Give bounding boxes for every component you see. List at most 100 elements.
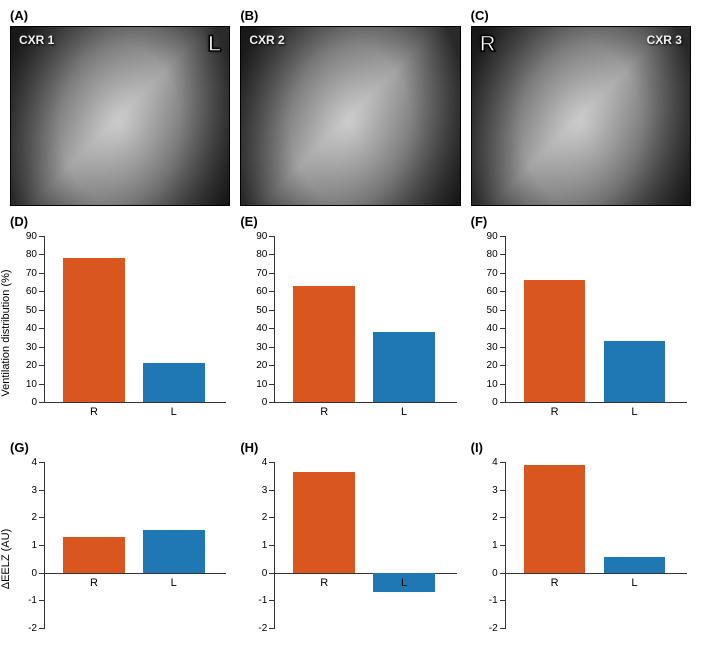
- y-tick-label: 10: [26, 379, 37, 390]
- y-tick-label: 60: [256, 286, 267, 297]
- y-tick: 70: [269, 273, 275, 274]
- y-tick-label: 40: [256, 323, 267, 334]
- category-label: R: [293, 577, 355, 589]
- plot-area: 0102030405060708090RL: [274, 236, 456, 402]
- bar-r: [524, 465, 586, 573]
- y-tick-label: 3: [262, 485, 268, 496]
- y-tick: 4: [500, 462, 506, 463]
- category-label: R: [524, 577, 586, 589]
- y-tick-label: 1: [492, 540, 498, 551]
- y-tick: 20: [500, 365, 506, 366]
- y-tick: 10: [39, 384, 45, 385]
- xray-image: CXR 2: [240, 26, 460, 206]
- category-label: L: [604, 577, 666, 589]
- xray-image: CXR 1L: [10, 26, 230, 206]
- y-tick-label: -2: [489, 623, 498, 634]
- panel-label: (A): [10, 8, 28, 23]
- side-marker: L: [208, 31, 221, 57]
- y-tick: -2: [269, 628, 275, 629]
- y-tick-label: 3: [492, 485, 498, 496]
- y-tick-label: 0: [262, 568, 268, 579]
- y-tick-label: -1: [258, 595, 267, 606]
- y-tick-label: 0: [31, 397, 37, 408]
- category-label: L: [604, 406, 666, 418]
- y-tick: 60: [500, 291, 506, 292]
- category-label: L: [143, 406, 205, 418]
- panel-label: (I): [471, 440, 483, 455]
- plot-area: -2-101234RL: [274, 462, 456, 628]
- y-tick-label: 50: [256, 305, 267, 316]
- y-tick-label: 30: [26, 342, 37, 353]
- plot-area: 0102030405060708090RL: [44, 236, 226, 402]
- category-label: R: [63, 577, 125, 589]
- bar-l: [373, 332, 435, 402]
- category-label: L: [373, 406, 435, 418]
- chart-panel-d: (D)Ventilation distribution (%)010203040…: [10, 216, 230, 436]
- xray-panel-b: (B) CXR 2: [240, 10, 460, 210]
- panel-label: (D): [10, 214, 28, 229]
- category-label: R: [293, 406, 355, 418]
- y-tick-label: -1: [28, 595, 37, 606]
- y-axis-label: Ventilation distribution (%): [0, 269, 12, 396]
- y-tick: 70: [500, 273, 506, 274]
- y-tick-label: 40: [487, 323, 498, 334]
- xray-tag: CXR 2: [249, 33, 284, 47]
- y-tick: 2: [269, 517, 275, 518]
- panel-label: (B): [240, 8, 258, 23]
- y-tick: 60: [39, 291, 45, 292]
- y-tick: 2: [39, 517, 45, 518]
- plot-area: -2-101234RL: [505, 462, 687, 628]
- y-tick: 80: [39, 254, 45, 255]
- y-tick: 20: [39, 365, 45, 366]
- xray-image: CXR 3R: [471, 26, 691, 206]
- y-tick-label: 2: [31, 512, 37, 523]
- y-tick-label: -2: [28, 623, 37, 634]
- y-tick-label: 1: [31, 540, 37, 551]
- panel-label: (H): [240, 440, 258, 455]
- y-tick-label: 3: [31, 485, 37, 496]
- category-label: L: [373, 577, 435, 589]
- xray-panel-c: (C)CXR 3R: [471, 10, 691, 210]
- y-tick-label: 20: [256, 360, 267, 371]
- y-tick-label: 30: [256, 342, 267, 353]
- bar-l: [143, 530, 205, 573]
- category-label: R: [524, 406, 586, 418]
- y-tick: 50: [269, 310, 275, 311]
- y-tick: 60: [269, 291, 275, 292]
- y-tick: 90: [500, 236, 506, 237]
- y-tick-label: 0: [492, 397, 498, 408]
- y-tick: 80: [269, 254, 275, 255]
- y-tick-label: 30: [487, 342, 498, 353]
- y-tick: 10: [269, 384, 275, 385]
- y-tick: -2: [39, 628, 45, 629]
- bar-r: [63, 258, 125, 402]
- y-tick-label: 2: [262, 512, 268, 523]
- y-tick-label: 0: [31, 568, 37, 579]
- y-tick: 30: [500, 347, 506, 348]
- y-axis-label: ΔEELZ (AU): [0, 529, 12, 590]
- chart-panel-f: (F)0102030405060708090RL: [471, 216, 691, 436]
- y-tick-label: 70: [487, 268, 498, 279]
- y-tick: 40: [269, 328, 275, 329]
- y-tick-label: 90: [26, 231, 37, 242]
- bar-chart: 0102030405060708090RL: [471, 232, 691, 422]
- y-tick: -1: [269, 600, 275, 601]
- panel-label: (G): [10, 440, 29, 455]
- zero-line: [45, 402, 226, 403]
- y-tick-label: 90: [256, 231, 267, 242]
- chart-panel-h: (H)-2-101234RL: [240, 442, 460, 662]
- y-tick: 3: [500, 490, 506, 491]
- category-label: R: [63, 406, 125, 418]
- y-tick-label: 60: [26, 286, 37, 297]
- y-tick-label: -1: [489, 595, 498, 606]
- bar-chart: 0102030405060708090RL: [240, 232, 460, 422]
- y-tick: 90: [39, 236, 45, 237]
- y-tick-label: 4: [262, 457, 268, 468]
- bar-chart: ΔEELZ (AU)-2-101234RL: [10, 458, 230, 648]
- y-tick: 10: [500, 384, 506, 385]
- bar-r: [293, 286, 355, 402]
- y-tick: 30: [269, 347, 275, 348]
- y-tick-label: 50: [487, 305, 498, 316]
- xray-panel-a: (A) CXR 1L: [10, 10, 230, 210]
- y-tick-label: 70: [256, 268, 267, 279]
